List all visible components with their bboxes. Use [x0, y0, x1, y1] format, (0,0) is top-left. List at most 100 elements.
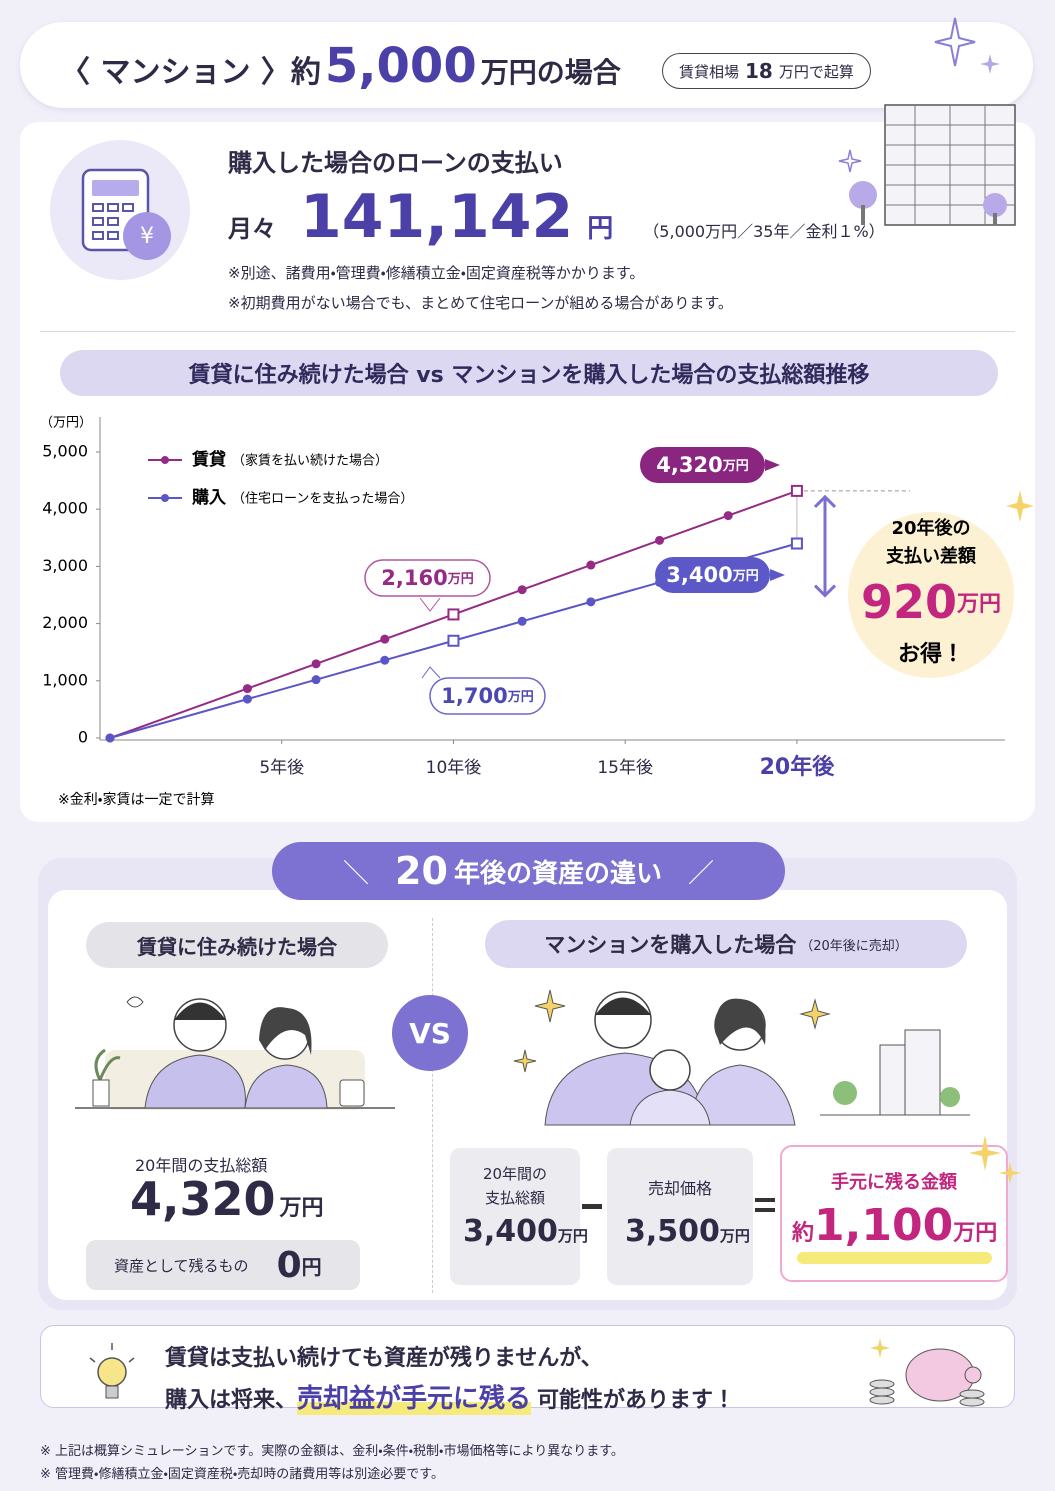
difference-tail: お得！ [898, 641, 964, 667]
message-line: 購入は将来、 売却益が手元に残る 可能性があります！ [165, 1378, 735, 1415]
sparkles [969, 1135, 1021, 1184]
buy-sale-unit: 万円 [719, 1227, 750, 1245]
callout-tail [770, 569, 785, 581]
loan-unit: 円 [587, 214, 614, 244]
y-tick-label: 4,000 [42, 499, 88, 518]
y-tick-label: 5,000 [42, 442, 88, 461]
callout-box [655, 557, 770, 593]
header-prefix: 〈 マンション 〉約 [60, 55, 321, 90]
point [242, 684, 252, 694]
y-tick-label: 0 [78, 728, 88, 747]
assets-title-text: 年後の資産の違い [453, 858, 662, 889]
legend-note: （住宅ローンを支払った場合） [232, 492, 413, 507]
difference-unit: 万円 [956, 592, 1001, 617]
rent-total-row: 4,320 万円 [130, 1172, 324, 1226]
buy-paid-row: 3,400 万円 [463, 1214, 588, 1249]
point [242, 694, 252, 704]
buy-label: マンションを購入した場合 [544, 933, 797, 957]
loan-monthly-label: 月々 [228, 215, 276, 243]
callout-unit: 万円 [507, 690, 534, 705]
callout-label: 3,400万円 [666, 563, 758, 587]
calculator-icon: ¥ [50, 140, 190, 280]
loan-amount-row: 月々 141,142 円 （5,000万円／35年／金利１%） [228, 182, 885, 252]
callout-label: 2,160万円 [381, 566, 473, 590]
point [790, 484, 803, 497]
divider [40, 331, 1015, 332]
buy-paid-label: 20年間の 支払総額 [450, 1162, 580, 1210]
badge-suffix: 万円で起算 [778, 62, 854, 81]
buy-sale-row: 3,500 万円 [625, 1214, 750, 1249]
x-tick-label: 5年後 [259, 758, 304, 778]
point [380, 655, 390, 665]
point [517, 585, 527, 595]
point [655, 535, 665, 545]
callout-value: 2,160 [381, 566, 447, 590]
callout-unit: 万円 [447, 572, 474, 587]
badge-label: 賃貸相場 [679, 62, 740, 81]
point [447, 608, 460, 621]
point [105, 733, 115, 743]
point [723, 511, 733, 521]
buy-paid-label-line: 支払総額 [484, 1189, 545, 1207]
point [447, 634, 460, 647]
legend-note: （家賃を払い続けた場合） [232, 454, 388, 469]
header-badge: 賃貸相場 18 万円で起算 [662, 53, 871, 89]
buy-paid-unit: 万円 [557, 1227, 588, 1245]
difference-value: 920 [861, 575, 957, 629]
point [311, 659, 321, 669]
buy-result-row: 約 1,100 万円 [792, 1200, 997, 1251]
rent-total: 4,320 [130, 1172, 276, 1226]
couple-illustration [75, 996, 395, 1110]
callout-box [429, 677, 546, 715]
buy-result-label: 手元に残る金額 [831, 1172, 957, 1193]
point [517, 616, 527, 626]
message-text: 購入は将来、 [165, 1388, 298, 1413]
point [790, 537, 803, 550]
equals-sign [755, 1198, 775, 1202]
y-axis-unit: （万円） [40, 416, 92, 431]
buy-sale: 3,500 [625, 1214, 720, 1249]
svg-text:¥: ¥ [140, 224, 154, 249]
legend-label: 購入 [192, 487, 226, 508]
header-title: 〈 マンション 〉約 5,000 万円の場合 [60, 38, 621, 98]
bulb-icon [89, 1343, 135, 1399]
callout-value: 1,700 [441, 684, 507, 708]
buy-sale-box [607, 1148, 753, 1285]
assets-title-num: 20 [395, 849, 448, 893]
minus-sign [582, 1204, 602, 1209]
callout-label: 1,700万円 [441, 684, 533, 708]
piggy-bank [869, 1338, 985, 1407]
y-tick-label: 1,000 [42, 670, 88, 689]
footnote: ※ 管理費・修繕積立金・固定資産税・売却時の諸費用等は別途必要です。 [40, 1467, 444, 1482]
callout-value: 3,400 [666, 563, 732, 587]
rent-total-unit: 万円 [279, 1196, 324, 1221]
family-illustration [513, 989, 970, 1126]
message-highlight: 売却益が手元に残る [297, 1378, 532, 1415]
callout-value: 4,320 [656, 453, 722, 477]
chart: （万円） 0 1,000 2,000 3,000 4,000 5,000 5年後 10年後 15年… [40, 416, 1034, 808]
message-text: 可能性があります！ [537, 1388, 736, 1413]
message-line: 賃貸は支払い続けても資産が残りませんが、 [165, 1346, 603, 1371]
y-tick-label: 3,000 [42, 556, 88, 575]
sparkles [934, 17, 1000, 74]
rent-label: 賃貸に住み続けた場合 [86, 922, 388, 968]
callout-tail [765, 459, 780, 471]
point [311, 675, 321, 685]
buy-label-note: （20年後に売却） [800, 938, 908, 954]
difference-arrow [813, 494, 837, 598]
legend-label: 賃貸 [191, 449, 226, 470]
point [586, 597, 596, 607]
difference-line: 20年後の [891, 517, 970, 539]
loan-note: ※初期費用がない場合でも、まとめて住宅ローンが組める場合があります。 [228, 294, 733, 312]
chart-note: ※金利・家賃は一定で計算 [58, 791, 215, 808]
rent-remain-unit: 円 [301, 1254, 322, 1279]
loan-title: 購入した場合のローンの支払い [228, 149, 563, 177]
callout-tail [421, 666, 441, 679]
sparkle [1006, 490, 1034, 522]
loan-note: ※別途、諸費用・管理費・修繕積立金・固定資産税等かかります。 [228, 264, 645, 282]
callout-tail [419, 597, 441, 612]
header-amount: 5,000 [324, 38, 477, 94]
legend-marker [161, 494, 169, 502]
assets-title: ＼ 20 年後の資産の違い ／ [272, 842, 785, 900]
building-illustration [838, 104, 1016, 226]
